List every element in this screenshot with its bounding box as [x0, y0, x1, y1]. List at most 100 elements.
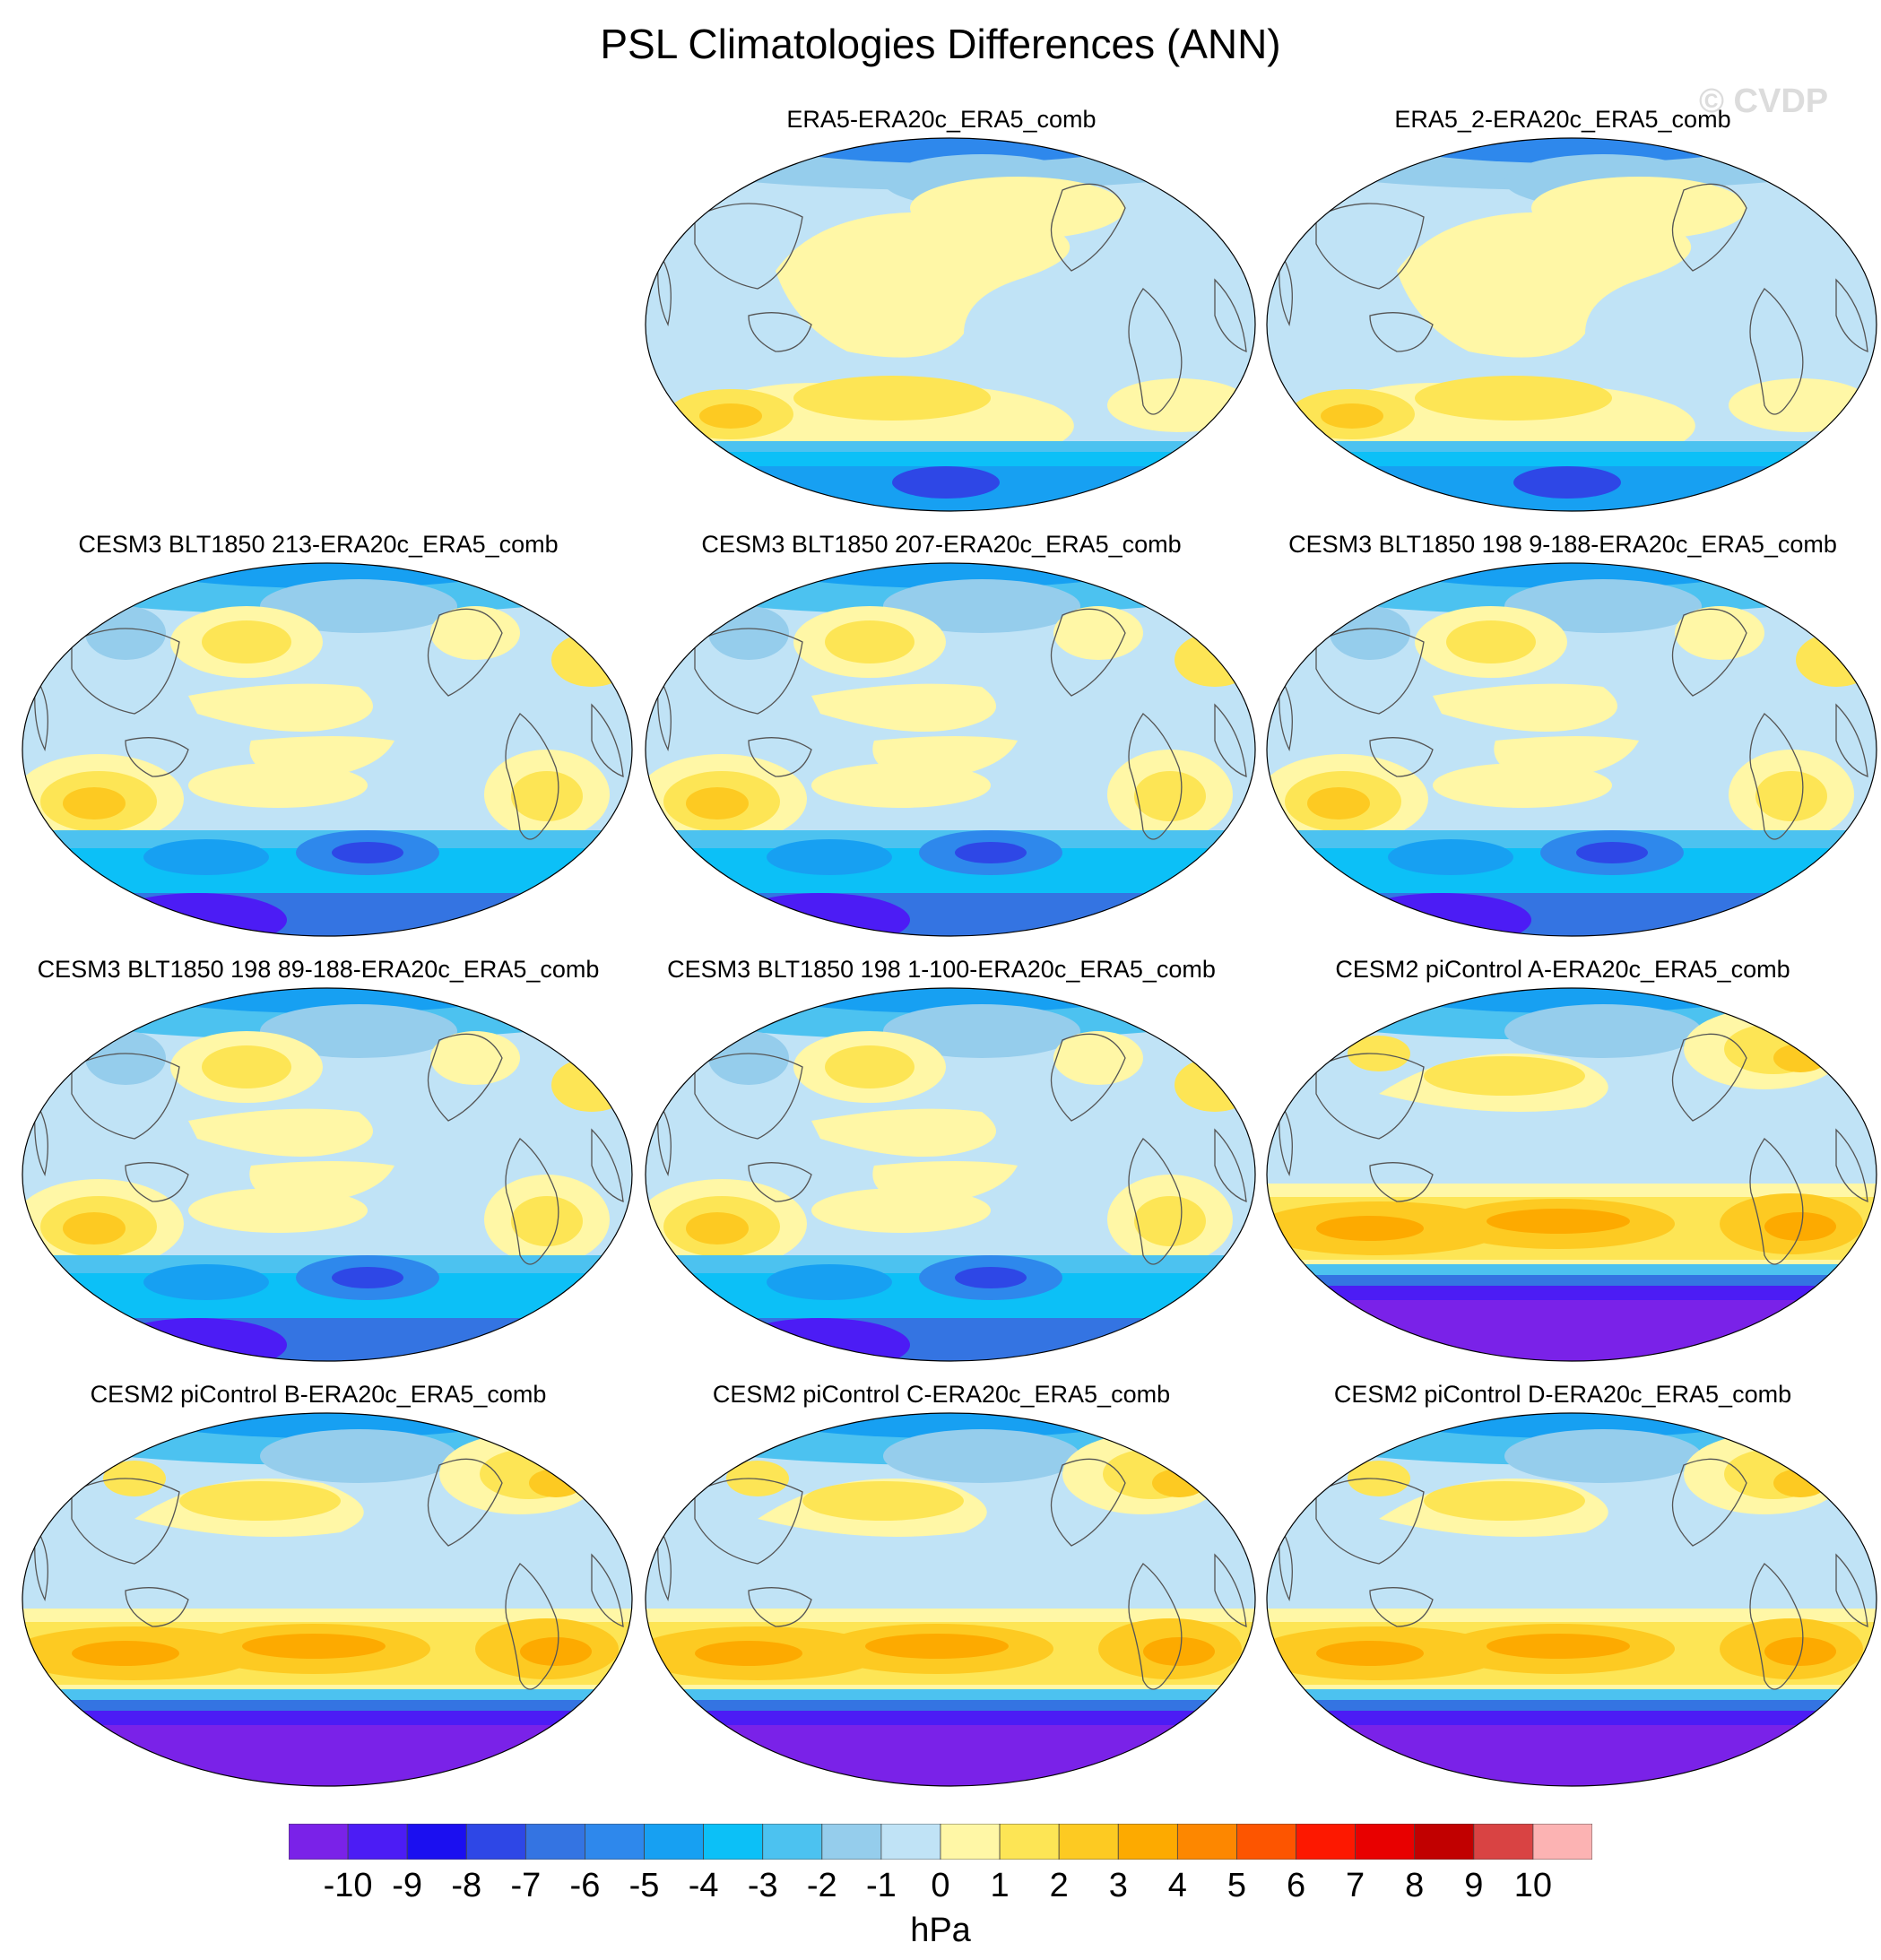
coastline: [1279, 1101, 1293, 1176]
coastline: [657, 676, 672, 751]
panel-title: CESM3 BLT1850 198 9-188-ERA20c_ERA5_comb: [1288, 531, 1837, 558]
coastline: [591, 1553, 624, 1628]
colorbar-tick-label: -7: [510, 1867, 542, 1904]
colorbar: [289, 1824, 1592, 1860]
coastline: [591, 703, 624, 778]
colorbar-box: [999, 1824, 1060, 1860]
coastline: [1369, 1587, 1434, 1627]
map-plot: [1266, 1412, 1877, 1787]
colorbar-box: [1236, 1824, 1296, 1860]
map-border: [1266, 562, 1877, 937]
colorbar-units: hPa: [910, 1912, 971, 1949]
map-panel: CESM2 piControl C-ERA20c_ERA5_comb: [632, 1381, 1256, 1802]
figure-title: PSL Climatologies Differences (ANN): [600, 21, 1281, 67]
map-plot: [1266, 987, 1877, 1362]
colorbar-box: [703, 1824, 764, 1860]
coastline: [657, 1101, 672, 1176]
map-panel: CESM3 BLT1850 198 1-100-ERA20c_ERA5_comb: [632, 956, 1256, 1377]
coastline: [748, 312, 812, 352]
coastline: [1671, 1458, 1747, 1547]
colorbar-tick-label: -1: [866, 1867, 897, 1904]
coastline: [1749, 713, 1804, 840]
coastline: [71, 628, 180, 715]
colorbar-tick-label: 0: [931, 1867, 950, 1904]
colorbar-tick-label: -5: [628, 1867, 660, 1904]
coastline: [505, 1138, 559, 1265]
map-border: [22, 562, 633, 937]
map-border: [22, 1412, 633, 1787]
coastline: [34, 1526, 48, 1601]
colorbar-tick-label: 6: [1286, 1867, 1306, 1904]
coastline: [505, 713, 559, 840]
colorbar-tick-label: -8: [451, 1867, 482, 1904]
map-panel: CESM2 piControl B-ERA20c_ERA5_comb: [9, 1381, 633, 1802]
map-panel: CESM2 piControl D-ERA20c_ERA5_comb: [1253, 1381, 1877, 1802]
panel-title: CESM3 BLT1850 198 89-188-ERA20c_ERA5_com…: [37, 956, 600, 983]
colorbar-box: [1473, 1824, 1534, 1860]
coastline: [1835, 1128, 1868, 1203]
coastline: [125, 1162, 189, 1202]
colorbar-box: [821, 1824, 882, 1860]
map-border: [22, 987, 633, 1362]
panel-title: CESM2 piControl C-ERA20c_ERA5_comb: [712, 1381, 1171, 1408]
coastline: [1315, 1478, 1425, 1565]
map-border: [645, 1412, 1256, 1787]
map-plot: [1266, 137, 1877, 512]
coastline: [1128, 1563, 1183, 1690]
coastline: [1835, 1553, 1868, 1628]
watermark: © CVDP: [1699, 82, 1829, 120]
panel-title: CESM2 piControl B-ERA20c_ERA5_comb: [90, 1381, 547, 1408]
colorbar-box: [347, 1824, 408, 1860]
coastline: [427, 608, 503, 697]
map-plot: [22, 562, 633, 937]
coastline: [591, 1128, 624, 1203]
map-field: [1267, 138, 1877, 511]
coastline: [1671, 608, 1747, 697]
map-plot: [22, 1412, 633, 1787]
coastline: [1050, 608, 1126, 697]
panel-title: CESM2 piControl D-ERA20c_ERA5_comb: [1333, 1381, 1792, 1408]
colorbar-tick-label: 4: [1167, 1867, 1187, 1904]
map-panel: ERA5-ERA20c_ERA5_comb: [632, 106, 1256, 527]
colorbar-box: [465, 1824, 526, 1860]
panel-title: CESM2 piControl A-ERA20c_ERA5_comb: [1335, 956, 1790, 983]
map-border: [1266, 987, 1877, 1362]
coastline: [1214, 703, 1247, 778]
colorbar-tick-label: 8: [1405, 1867, 1425, 1904]
panel-title: ERA5_2-ERA20c_ERA5_comb: [1394, 106, 1731, 133]
colorbar-box: [762, 1824, 823, 1860]
panel-title: CESM3 BLT1850 198 1-100-ERA20c_ERA5_comb: [667, 956, 1216, 983]
coastline: [125, 1587, 189, 1627]
coastline: [748, 1587, 812, 1627]
colorbar-tick-label: -9: [392, 1867, 423, 1904]
map-border: [1266, 137, 1877, 512]
coastline: [1315, 1053, 1425, 1140]
coastline: [1369, 1162, 1434, 1202]
colorbar-tick-label: 2: [1049, 1867, 1069, 1904]
coastline: [694, 628, 803, 715]
coastline: [1369, 312, 1434, 352]
map-border: [645, 137, 1256, 512]
colorbar-box: [940, 1824, 1001, 1860]
coastline: [1279, 676, 1293, 751]
coastline: [1128, 713, 1183, 840]
coastline: [1749, 1563, 1804, 1690]
colorbar-box: [1176, 1824, 1237, 1860]
map-border: [645, 562, 1256, 937]
colorbar-box: [880, 1824, 941, 1860]
map-plot: [645, 562, 1256, 937]
map-plot: [645, 137, 1256, 512]
map-plot: [645, 1412, 1256, 1787]
coastline: [1128, 288, 1183, 415]
coastline: [1279, 251, 1293, 326]
colorbar-box: [1355, 1824, 1416, 1860]
coastline: [1671, 183, 1747, 272]
colorbar-tick-label: -3: [747, 1867, 778, 1904]
panel-title: CESM3 BLT1850 213-ERA20c_ERA5_comb: [78, 531, 559, 558]
coastline: [1369, 737, 1434, 777]
map-border: [645, 987, 1256, 1362]
coastline: [1128, 1138, 1183, 1265]
colorbar-box: [585, 1824, 645, 1860]
colorbar-tick-label: -4: [688, 1867, 719, 1904]
colorbar-tick-label: -6: [569, 1867, 601, 1904]
